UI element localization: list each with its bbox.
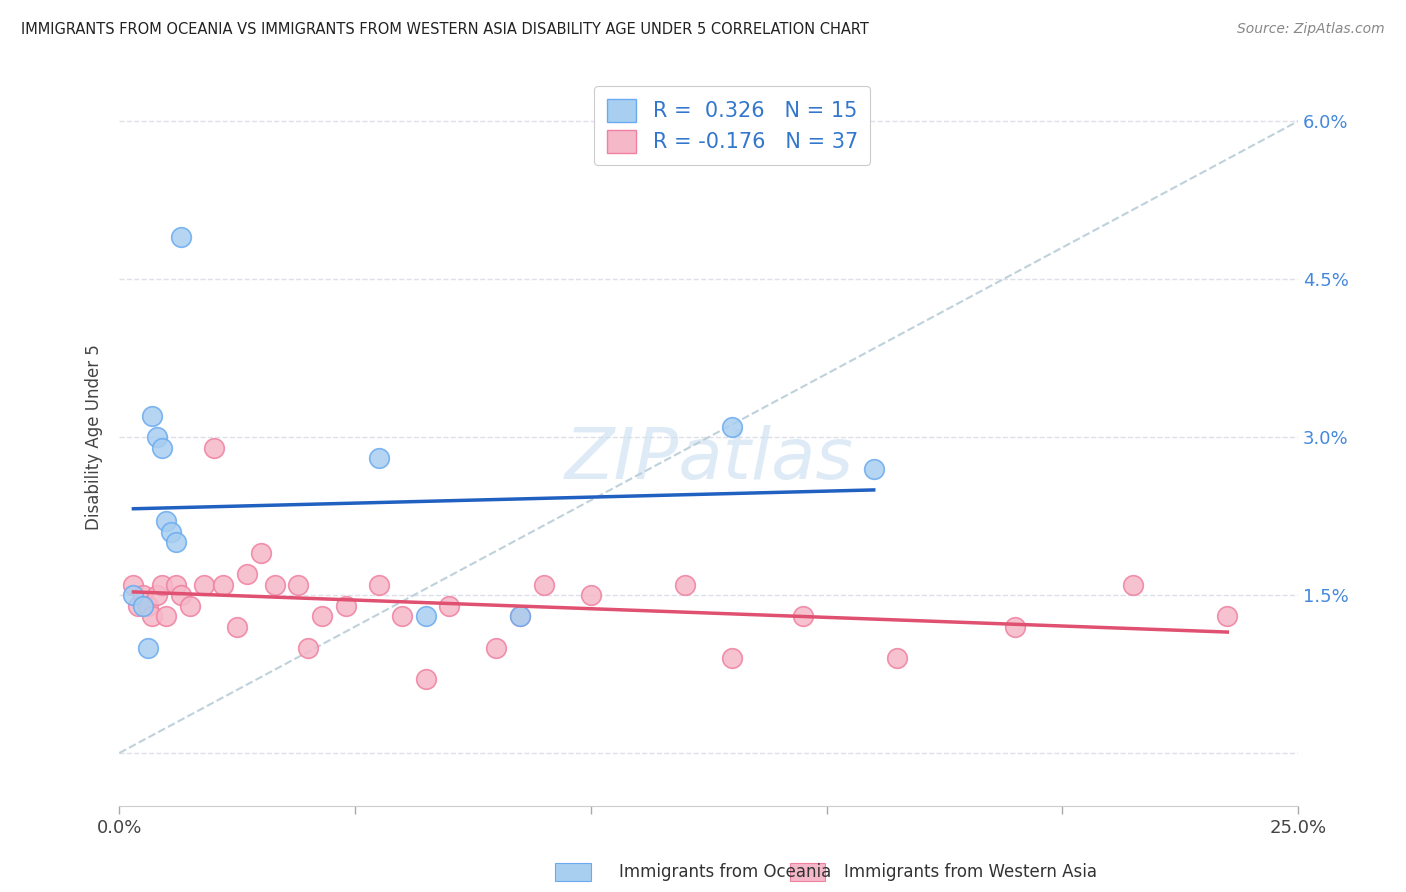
Point — [367, 451, 389, 466]
Point — [127, 599, 149, 613]
Point — [169, 230, 191, 244]
Point — [311, 609, 333, 624]
Point — [202, 441, 225, 455]
Point — [160, 524, 183, 539]
Text: Source: ZipAtlas.com: Source: ZipAtlas.com — [1237, 22, 1385, 37]
Point — [367, 577, 389, 591]
Point — [485, 640, 508, 655]
Point — [415, 673, 437, 687]
Point — [169, 588, 191, 602]
Point — [141, 409, 163, 423]
Point — [136, 640, 159, 655]
Point — [673, 577, 696, 591]
Point — [150, 577, 173, 591]
Point — [235, 566, 257, 581]
Point — [721, 651, 744, 665]
Point — [287, 577, 309, 591]
Point — [122, 588, 145, 602]
Point — [297, 640, 319, 655]
Text: IMMIGRANTS FROM OCEANIA VS IMMIGRANTS FROM WESTERN ASIA DISABILITY AGE UNDER 5 C: IMMIGRANTS FROM OCEANIA VS IMMIGRANTS FR… — [21, 22, 869, 37]
Point — [155, 514, 177, 528]
Point — [1122, 577, 1144, 591]
Point — [335, 599, 357, 613]
Point — [193, 577, 215, 591]
Point — [141, 609, 163, 624]
Point — [146, 430, 169, 444]
Point — [150, 441, 173, 455]
Point — [226, 620, 249, 634]
Point — [415, 609, 437, 624]
Point — [136, 599, 159, 613]
Point — [792, 609, 814, 624]
Point — [533, 577, 555, 591]
Legend: R =  0.326   N = 15, R = -0.176   N = 37: R = 0.326 N = 15, R = -0.176 N = 37 — [595, 87, 870, 165]
Point — [1216, 609, 1239, 624]
Point — [862, 461, 884, 475]
Point — [249, 546, 271, 560]
Point — [122, 577, 145, 591]
Text: ZIPatlas: ZIPatlas — [564, 425, 853, 493]
Point — [146, 588, 169, 602]
Point — [212, 577, 235, 591]
Point — [1004, 620, 1026, 634]
Point — [439, 599, 461, 613]
Point — [721, 419, 744, 434]
Point — [264, 577, 287, 591]
Point — [132, 599, 155, 613]
Point — [165, 577, 187, 591]
Point — [509, 609, 531, 624]
Point — [155, 609, 177, 624]
Point — [579, 588, 602, 602]
Point — [179, 599, 201, 613]
Point — [509, 609, 531, 624]
Point — [132, 588, 155, 602]
Point — [165, 535, 187, 549]
Point — [886, 651, 908, 665]
Text: Immigrants from Western Asia: Immigrants from Western Asia — [844, 863, 1097, 881]
Point — [391, 609, 413, 624]
Y-axis label: Disability Age Under 5: Disability Age Under 5 — [86, 344, 103, 530]
Text: Immigrants from Oceania: Immigrants from Oceania — [619, 863, 831, 881]
